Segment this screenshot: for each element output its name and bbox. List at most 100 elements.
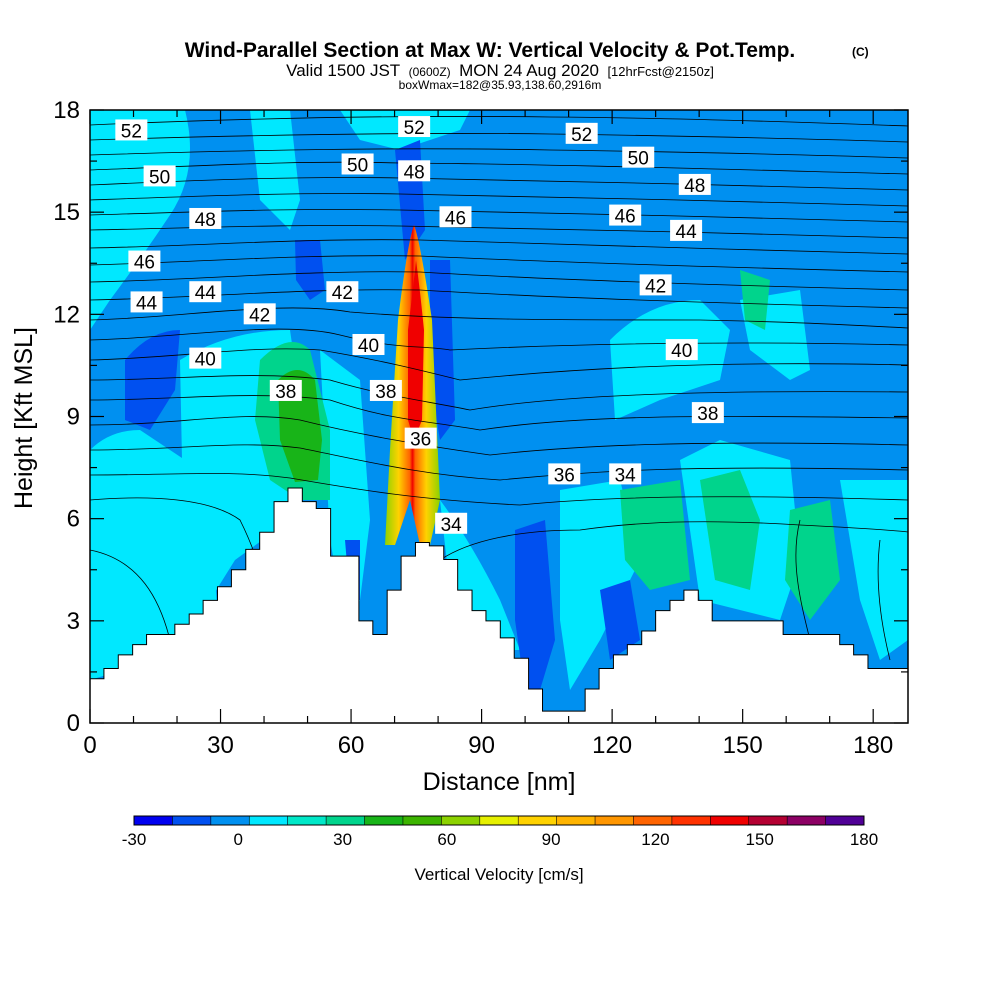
theta-label-text: 44 [136, 293, 158, 314]
chart-subtitle-2: boxWmax=182@35.93,138.60,2916m [399, 78, 602, 92]
theta-label-7: 48 [678, 173, 711, 197]
theta-label-20: 40 [665, 339, 698, 362]
theta-label-5: 48 [398, 160, 431, 183]
colorbar-swatch [825, 816, 865, 825]
colorbar-swatch [710, 816, 750, 825]
theta-label-26: 34 [609, 463, 642, 486]
colorbar-swatch [402, 816, 442, 825]
colorbar-swatch [595, 816, 634, 825]
theta-label-16: 44 [130, 291, 163, 314]
colorbar-swatch [287, 816, 327, 825]
theta-label-text: 48 [404, 162, 425, 183]
theta-contour-labels: 52 52 52 50 50 48 50 48 48 46 46 44 46 44 42 42 44 42 40 40… [115, 116, 724, 536]
theta-label-4: 50 [341, 153, 374, 176]
theta-label-17: 42 [243, 303, 276, 326]
theta-label-text: 52 [404, 118, 425, 139]
theta-label-15: 42 [639, 274, 672, 297]
theta-label-6: 50 [622, 146, 655, 170]
theta-label-25: 36 [548, 463, 581, 486]
theta-label-text: 40 [195, 350, 216, 371]
theta-label-text: 34 [441, 515, 463, 536]
theta-label-text: 40 [671, 341, 692, 362]
theta-label-text: 50 [628, 149, 649, 170]
colorbar-tick-label: 0 [234, 830, 243, 849]
theta-label-10: 46 [609, 204, 642, 228]
theta-label-text: 42 [249, 305, 270, 326]
field-blue-regions [125, 140, 640, 690]
theta-label-0: 52 [115, 119, 148, 142]
x-tick-label: 90 [468, 732, 495, 759]
colorbar-title: Vertical Velocity [cm/s] [414, 865, 583, 884]
colorbar-swatch [172, 816, 212, 825]
chart-title-mark: (C) [852, 45, 869, 59]
chart-subtitle: Valid 1500 JST (0600Z) MON 24 Aug 2020 [… [286, 61, 714, 80]
x-tick-label: 60 [338, 732, 365, 759]
colorbar: -30 0 30 60 90 120 150 180 [122, 815, 878, 849]
theta-label-text: 50 [149, 167, 170, 188]
colorbar-swatch [633, 816, 673, 825]
colorbar-tick-label: 90 [542, 830, 561, 849]
theta-label-2: 52 [565, 122, 598, 146]
colorbar-swatch [518, 816, 558, 825]
subtitle-part-1: Valid 1500 JST [286, 61, 400, 80]
theta-label-text: 46 [134, 253, 155, 274]
theta-label-3: 50 [143, 165, 176, 188]
y-tick-label: 0 [67, 710, 80, 737]
plot-area: 52 52 52 50 50 48 50 48 48 46 46 44 46 44 42 42 44 42 40 40… [90, 110, 908, 723]
colorbar-tick-label: 30 [333, 830, 352, 849]
theta-label-text: 46 [615, 207, 636, 228]
theta-label-12: 46 [128, 250, 161, 274]
theta-label-14: 42 [326, 281, 359, 304]
theta-label-text: 44 [195, 283, 217, 304]
theta-label-text: 40 [358, 336, 379, 357]
colorbar-swatch [787, 816, 827, 825]
y-tick-label: 15 [53, 199, 80, 226]
theta-label-22: 38 [369, 379, 402, 403]
colorbar-tick-label: -30 [122, 830, 147, 849]
y-tick-label: 9 [67, 404, 80, 431]
theta-label-text: 34 [615, 465, 637, 486]
y-tick-label: 3 [67, 608, 80, 635]
colorbar-swatch [671, 816, 711, 825]
colorbar-tick-label: 150 [746, 830, 774, 849]
theta-label-text: 48 [684, 176, 705, 197]
theta-label-text: 38 [697, 404, 718, 425]
colorbar-swatch [441, 816, 481, 825]
theta-label-24: 36 [404, 427, 437, 451]
colorbar-tick-label: 60 [437, 830, 456, 849]
theta-label-text: 46 [445, 208, 466, 229]
colorbar-swatch [249, 816, 289, 825]
theta-label-text: 36 [554, 465, 575, 486]
theta-label-9: 46 [439, 206, 472, 229]
theta-label-text: 44 [676, 222, 698, 243]
colorbar-swatch [479, 816, 519, 825]
terrain [90, 487, 908, 723]
y-tick-label: 6 [67, 506, 80, 533]
x-tick-label: 30 [207, 732, 234, 759]
y-tick-label: 18 [53, 97, 80, 124]
theta-label-text: 52 [121, 121, 142, 142]
colorbar-frame [133, 815, 865, 826]
theta-label-text: 38 [275, 382, 296, 403]
theta-label-11: 44 [670, 219, 703, 243]
chart-title: Wind-Parallel Section at Max W: Vertical… [185, 39, 796, 62]
theta-label-21: 38 [269, 379, 302, 403]
x-tick-label: 0 [83, 732, 96, 759]
theta-label-18: 40 [352, 333, 385, 357]
theta-label-text: 42 [332, 283, 353, 304]
colorbar-tick-label: 120 [641, 830, 669, 849]
theta-label-27: 34 [435, 512, 468, 536]
colorbar-swatch [364, 816, 404, 825]
theta-label-text: 42 [645, 276, 666, 297]
colorbar-swatch [748, 816, 788, 825]
updraft-peak [408, 260, 424, 440]
colorbar-swatch [210, 816, 250, 825]
colorbar-tick-label: 180 [850, 830, 878, 849]
colorbar-swatch [556, 816, 596, 825]
y-axis-title: Height [Kft MSL] [10, 327, 38, 509]
theta-label-text: 48 [195, 210, 216, 231]
x-axis: 0 30 60 90 120 150 180 [83, 110, 893, 759]
theta-label-text: 50 [347, 155, 368, 176]
